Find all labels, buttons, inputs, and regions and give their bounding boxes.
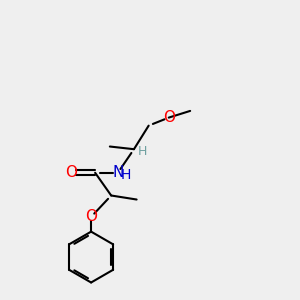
Text: O: O — [163, 110, 175, 125]
Text: O: O — [85, 209, 97, 224]
Text: H: H — [121, 168, 131, 182]
Text: O: O — [65, 165, 77, 180]
Text: H: H — [137, 146, 147, 158]
Text: N: N — [112, 165, 124, 180]
